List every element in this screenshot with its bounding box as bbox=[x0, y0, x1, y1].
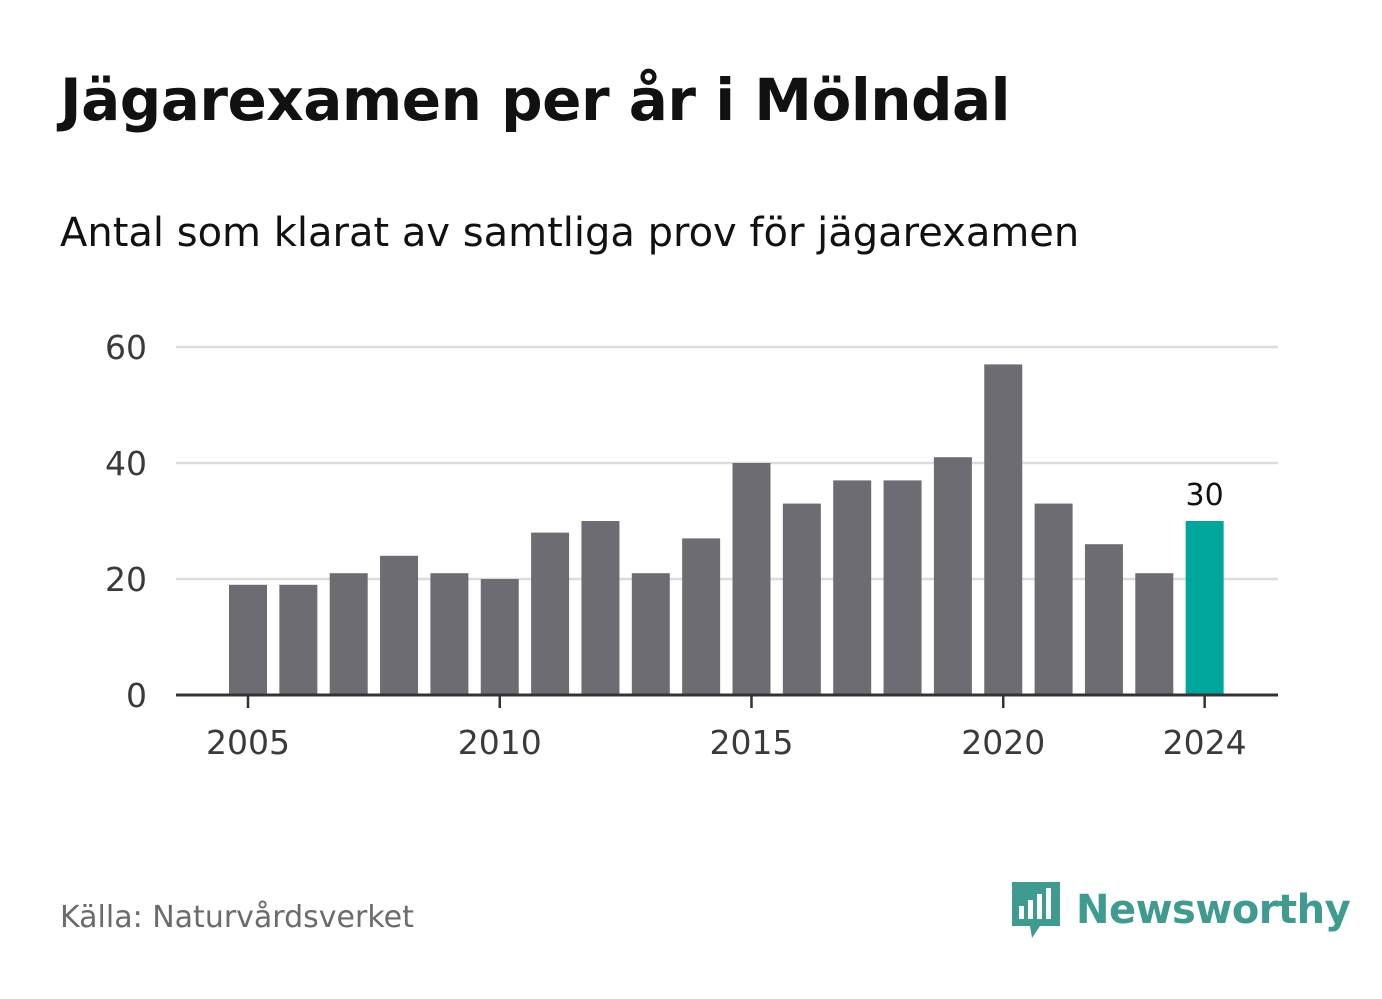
newsworthy-bar-chart-bubble-icon bbox=[1012, 882, 1060, 938]
bars bbox=[229, 364, 1224, 695]
bar-2019 bbox=[933, 457, 972, 695]
brand-name: Newsworthy bbox=[1076, 887, 1351, 933]
bar-2009 bbox=[430, 573, 469, 695]
y-tick-label-60: 60 bbox=[105, 328, 147, 367]
bar-2023 bbox=[1135, 573, 1174, 695]
x-tick-label-2024: 2024 bbox=[1163, 723, 1247, 762]
bar-2024 bbox=[1185, 521, 1224, 695]
x-tick-label-2010: 2010 bbox=[458, 723, 542, 762]
bar-2022 bbox=[1084, 544, 1123, 695]
x-tick-label-2015: 2015 bbox=[710, 723, 794, 762]
bar-2018 bbox=[883, 480, 922, 695]
value-label-2024: 30 bbox=[1186, 478, 1224, 513]
bar-2007 bbox=[329, 573, 368, 695]
axes bbox=[176, 693, 1278, 708]
bar-2014 bbox=[682, 538, 721, 695]
bar-2010 bbox=[480, 579, 519, 695]
bar-2015 bbox=[732, 463, 771, 695]
bar-2017 bbox=[833, 480, 872, 695]
y-tick-label-40: 40 bbox=[105, 444, 147, 483]
bar-2011 bbox=[531, 532, 570, 695]
bar-2005 bbox=[229, 584, 267, 695]
chart-title: Jägarexamen per år i Mölndal bbox=[60, 66, 1011, 134]
labels: 0 20 40 60 30 2005 2010 2015 2020 2024 bbox=[105, 328, 1247, 762]
source-note: Källa: Naturvårdsverket bbox=[60, 900, 414, 935]
newsworthy-logo: Newsworthy bbox=[1010, 878, 1351, 942]
bar-2021 bbox=[1034, 503, 1073, 695]
bar-2012 bbox=[581, 521, 620, 695]
y-tick-label-20: 20 bbox=[105, 560, 147, 599]
x-tick-label-2005: 2005 bbox=[206, 723, 290, 762]
bar-2006 bbox=[279, 584, 318, 695]
bar-2013 bbox=[631, 573, 670, 695]
y-tick-label-0: 0 bbox=[126, 676, 147, 715]
x-tick-label-2020: 2020 bbox=[961, 723, 1045, 762]
bar-2020 bbox=[984, 364, 1023, 695]
bar-2008 bbox=[380, 555, 419, 695]
bar-2016 bbox=[782, 503, 821, 695]
chart-subtitle: Antal som klarat av samtliga prov för jä… bbox=[60, 210, 1080, 256]
